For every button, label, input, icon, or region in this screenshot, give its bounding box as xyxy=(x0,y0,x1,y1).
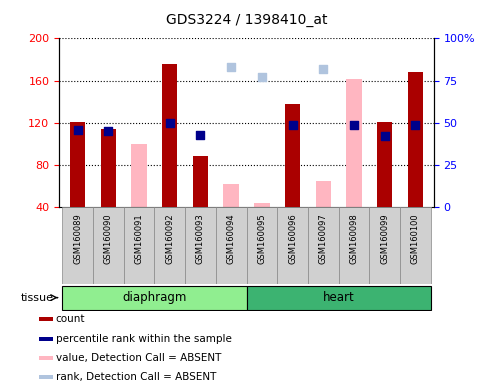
Bar xyxy=(193,156,208,207)
Point xyxy=(350,15,358,21)
Bar xyxy=(316,181,331,207)
Bar xyxy=(246,286,431,310)
Bar xyxy=(285,104,300,207)
Bar xyxy=(62,286,246,310)
Point xyxy=(258,74,266,80)
Bar xyxy=(131,144,147,207)
Text: GSM160096: GSM160096 xyxy=(288,214,297,264)
Text: GSM160092: GSM160092 xyxy=(165,214,174,264)
Text: percentile rank within the sample: percentile rank within the sample xyxy=(56,334,232,344)
Bar xyxy=(369,207,400,284)
Text: GSM160100: GSM160100 xyxy=(411,214,420,264)
Bar xyxy=(62,207,93,284)
Point xyxy=(350,121,358,127)
Bar xyxy=(346,79,362,207)
Bar xyxy=(339,207,369,284)
Bar xyxy=(216,207,246,284)
Text: diaphragm: diaphragm xyxy=(122,291,186,304)
Bar xyxy=(39,375,53,379)
Point xyxy=(73,127,81,133)
Text: tissue: tissue xyxy=(21,293,54,303)
Point xyxy=(227,64,235,70)
Point xyxy=(412,121,420,127)
Bar xyxy=(162,64,177,207)
Bar xyxy=(246,207,277,284)
Bar xyxy=(277,207,308,284)
Bar xyxy=(223,184,239,207)
Text: GSM160095: GSM160095 xyxy=(257,214,266,264)
Text: GSM160089: GSM160089 xyxy=(73,214,82,264)
Text: GDS3224 / 1398410_at: GDS3224 / 1398410_at xyxy=(166,13,327,27)
Bar xyxy=(308,207,339,284)
Bar xyxy=(39,356,53,360)
Bar xyxy=(185,207,216,284)
Point xyxy=(288,121,296,127)
Text: count: count xyxy=(56,314,85,324)
Bar xyxy=(408,72,423,207)
Bar xyxy=(39,337,53,341)
Text: GSM160094: GSM160094 xyxy=(227,214,236,264)
Text: GSM160097: GSM160097 xyxy=(319,214,328,264)
Bar xyxy=(70,122,85,207)
Bar xyxy=(254,203,270,207)
Bar xyxy=(101,129,116,207)
Text: GSM160091: GSM160091 xyxy=(135,214,143,264)
Bar xyxy=(400,207,431,284)
Point xyxy=(166,120,174,126)
Point xyxy=(197,132,205,138)
Text: value, Detection Call = ABSENT: value, Detection Call = ABSENT xyxy=(56,353,221,363)
Text: GSM160090: GSM160090 xyxy=(104,214,113,264)
Bar xyxy=(124,207,154,284)
Point xyxy=(105,128,112,134)
Text: heart: heart xyxy=(323,291,354,304)
Bar xyxy=(154,207,185,284)
Text: GSM160093: GSM160093 xyxy=(196,214,205,264)
Point xyxy=(381,133,388,139)
Bar xyxy=(39,317,53,321)
Text: GSM160098: GSM160098 xyxy=(350,214,358,264)
Bar xyxy=(93,207,124,284)
Text: GSM160099: GSM160099 xyxy=(380,214,389,264)
Text: rank, Detection Call = ABSENT: rank, Detection Call = ABSENT xyxy=(56,372,216,382)
Point xyxy=(319,66,327,72)
Bar xyxy=(377,122,392,207)
